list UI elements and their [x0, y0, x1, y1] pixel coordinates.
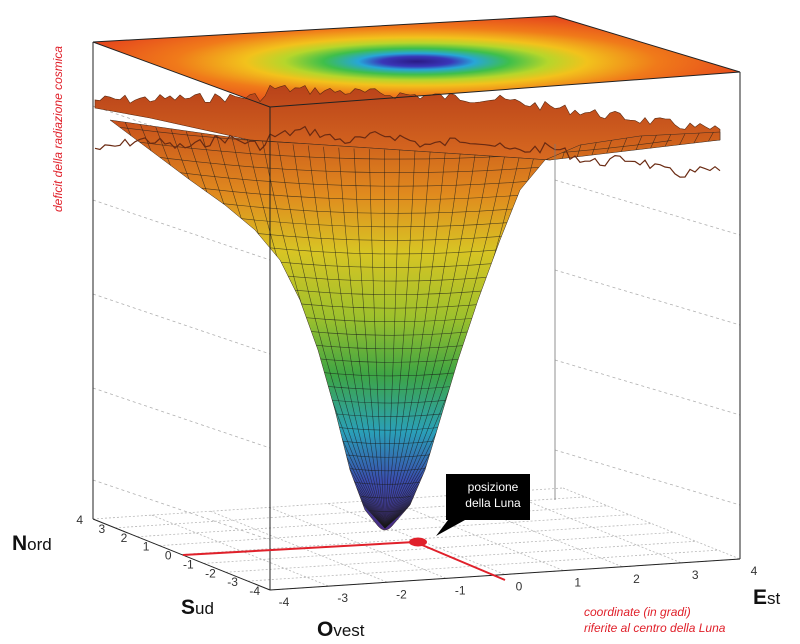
ew-tick-label: 0	[516, 580, 523, 594]
sud-label: Sud	[181, 596, 214, 619]
moon-position-callout: posizione della Luna	[436, 474, 530, 536]
top-color-plane	[93, 16, 740, 107]
nord-rest: ord	[27, 535, 52, 554]
z-axis-label: deficit della radiazione cosmica	[51, 46, 65, 212]
ns-tick-label: 2	[121, 531, 128, 545]
ns-tick-label: -1	[183, 557, 194, 571]
sud-rest: ud	[195, 599, 214, 618]
ew-tick-label: 4	[751, 564, 758, 578]
box-frame	[92, 15, 741, 591]
ovest-label: Ovest	[317, 618, 365, 641]
ns-tick-label: 3	[98, 522, 105, 536]
callout-line1: posizione	[468, 480, 519, 494]
ovest-initial: O	[317, 618, 333, 641]
coord-label-line1: coordinate (in gradi)	[584, 605, 691, 619]
coord-label-line2: riferite al centro della Luna	[584, 621, 726, 635]
est-rest: st	[767, 589, 781, 608]
ew-tick-label: -3	[337, 591, 348, 605]
ovest-rest: vest	[333, 621, 364, 640]
ns-tick-label: -4	[249, 584, 260, 598]
ew-tick-label: 1	[574, 576, 581, 590]
ew-tick-label: -1	[455, 583, 466, 597]
est-initial: E	[753, 586, 767, 609]
ns-tick-label: 0	[165, 549, 172, 563]
north-south-tick-labels: 4 3 2 1 0 -1 -2 -3 -4	[76, 513, 260, 598]
east-west-tick-labels: -4 -3 -2 -1 0 1 2 3 4	[279, 564, 758, 609]
moon-crosshair	[182, 541, 506, 581]
ns-tick-label: 1	[143, 540, 150, 554]
moon-position-marker	[409, 537, 427, 547]
back-wall-grid	[92, 105, 741, 541]
ew-tick-label: 2	[633, 572, 640, 586]
sud-initial: S	[181, 596, 195, 619]
surface-well	[109, 119, 721, 531]
est-label: Est	[753, 586, 781, 609]
ew-tick-label: 3	[692, 568, 699, 582]
ns-tick-label: -3	[227, 575, 238, 589]
callout-line2: della Luna	[465, 496, 521, 510]
ew-tick-label: -4	[279, 595, 290, 609]
nord-initial: N	[12, 532, 27, 555]
nord-label: Nord	[12, 532, 52, 555]
ew-tick-label: -2	[396, 587, 407, 601]
ns-tick-label: -2	[205, 566, 216, 580]
surface-plot	[94, 84, 721, 531]
surface-rim-front	[94, 125, 721, 178]
ns-tick-label: 4	[76, 513, 83, 527]
